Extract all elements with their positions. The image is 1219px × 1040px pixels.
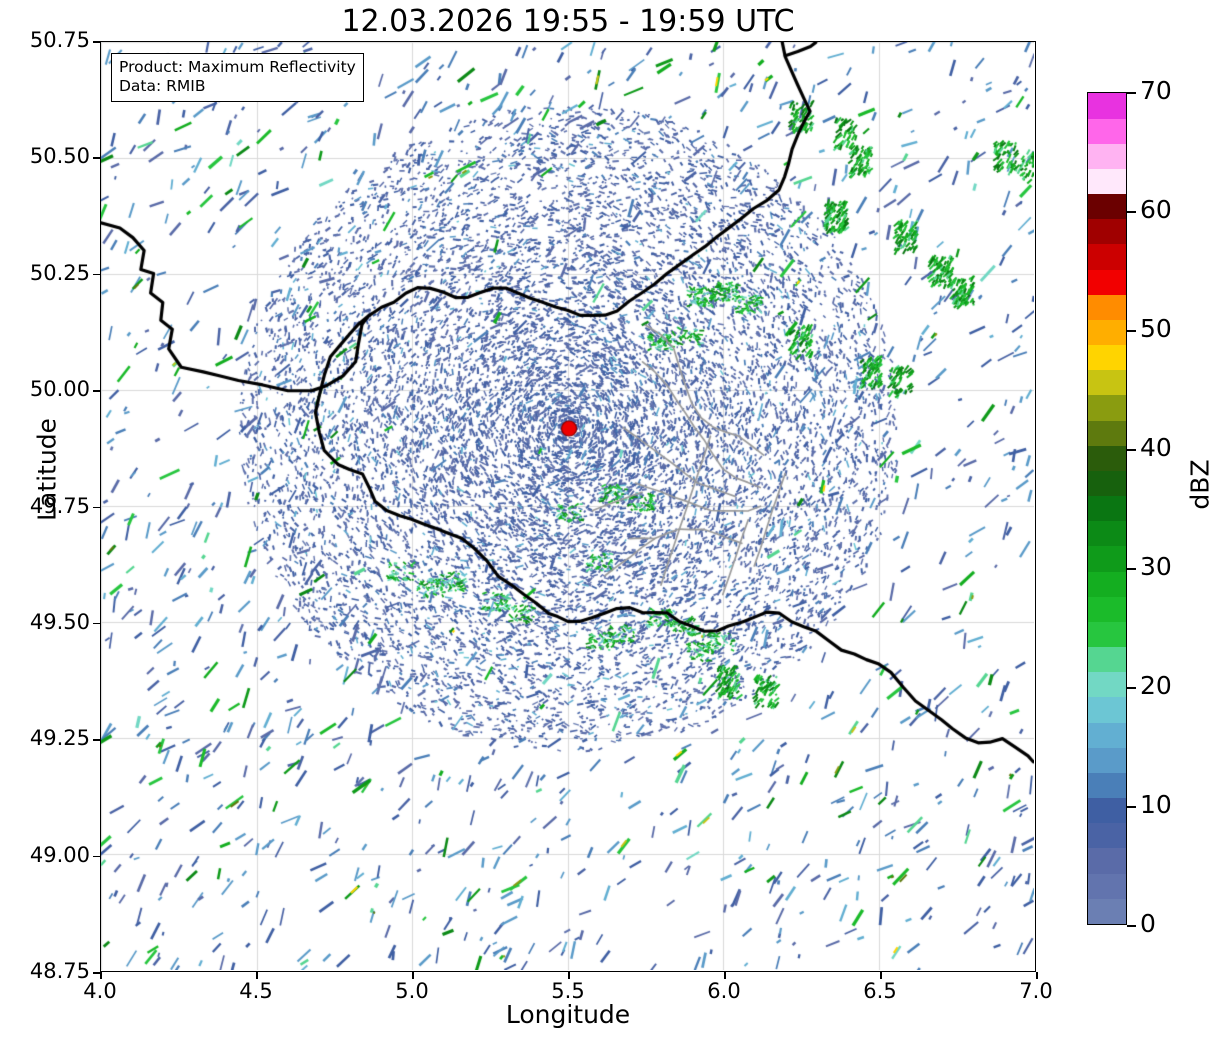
colorbar-band: [1088, 118, 1126, 144]
colorbar-band: [1088, 898, 1126, 924]
colorbar-tick-label: 0: [1140, 909, 1156, 938]
x-tick-label: 4.5: [239, 979, 273, 1003]
colorbar-tick-label: 20: [1140, 671, 1172, 700]
x-tick-label: 7.0: [1019, 979, 1053, 1003]
colorbar-tick-mark: [1127, 806, 1136, 808]
y-tick-mark: [93, 506, 100, 508]
y-tick-label: 50.50: [29, 144, 90, 169]
colorbar-tick-mark: [1127, 925, 1136, 927]
colorbar[interactable]: [1087, 92, 1127, 925]
colorbar-label: dBZ: [1185, 459, 1215, 510]
colorbar-band: [1088, 521, 1126, 547]
x-tick-label: 6.0: [707, 979, 741, 1003]
y-tick-mark: [93, 41, 100, 43]
x-axis-label: Longitude: [505, 1000, 631, 1029]
product-info-line-1: Product: Maximum Reflectivity: [119, 58, 356, 76]
colorbar-band: [1088, 395, 1126, 421]
y-tick-label: 49.75: [29, 493, 90, 518]
y-tick-label: 49.00: [29, 842, 90, 867]
colorbar-tick-mark: [1127, 568, 1136, 570]
colorbar-band: [1088, 319, 1126, 346]
y-tick-label: 50.25: [29, 260, 90, 285]
x-tick-label: 4.0: [83, 979, 117, 1003]
y-tick-label: 49.50: [29, 609, 90, 634]
product-info-line-2: Data: RMIB: [119, 77, 206, 95]
colorbar-band: [1088, 168, 1126, 195]
colorbar-tick-label: 60: [1140, 195, 1172, 224]
x-tick-label: 5.5: [551, 979, 585, 1003]
y-tick-mark: [93, 273, 100, 276]
figure-title: 12.03.2026 19:55 - 19:59 UTC: [341, 4, 795, 39]
colorbar-tick-label: 40: [1140, 433, 1172, 462]
colorbar-band: [1088, 722, 1126, 748]
colorbar-band: [1088, 772, 1126, 799]
colorbar-band: [1088, 93, 1126, 119]
product-info-box: Product: Maximum Reflectivity Data: RMIB: [111, 53, 364, 102]
colorbar-tick-mark: [1127, 92, 1136, 94]
y-tick-label: 50.75: [29, 28, 90, 52]
y-tick-label: 50.00: [29, 377, 90, 402]
x-tick-mark: [1036, 972, 1038, 979]
colorbar-band: [1088, 143, 1126, 169]
colorbar-band: [1088, 269, 1126, 295]
colorbar-tick-label: 10: [1140, 790, 1172, 819]
colorbar-band: [1088, 244, 1126, 270]
colorbar-band: [1088, 697, 1126, 723]
x-tick-mark: [412, 972, 414, 979]
x-tick-mark: [568, 972, 570, 979]
colorbar-band: [1088, 420, 1126, 446]
colorbar-band: [1088, 370, 1126, 396]
colorbar-band: [1088, 546, 1126, 572]
colorbar-tick-mark: [1127, 330, 1136, 332]
colorbar-tick-label: 70: [1140, 76, 1172, 105]
colorbar-band: [1088, 345, 1126, 371]
colorbar-band: [1088, 621, 1126, 648]
x-tick-label: 5.0: [395, 979, 429, 1003]
colorbar-band: [1088, 496, 1126, 522]
x-tick-mark: [100, 972, 102, 979]
colorbar-band: [1088, 873, 1126, 899]
colorbar-band: [1088, 571, 1126, 597]
y-tick-mark: [93, 855, 100, 858]
colorbar-band: [1088, 848, 1126, 874]
y-tick-mark: [93, 390, 100, 392]
colorbar-band: [1088, 747, 1126, 773]
y-tick-label: 49.25: [29, 726, 90, 751]
colorbar-tick-label: 30: [1140, 552, 1172, 581]
colorbar-tick-mark: [1127, 211, 1136, 213]
x-tick-mark: [880, 972, 882, 979]
colorbar-band: [1088, 823, 1126, 849]
x-tick-mark: [724, 972, 726, 979]
y-tick-mark: [93, 739, 100, 741]
x-tick-mark: [256, 972, 258, 979]
colorbar-band: [1088, 798, 1126, 824]
colorbar-band: [1088, 596, 1126, 622]
colorbar-tick-label: 50: [1140, 314, 1172, 343]
radar-map-canvas: [101, 42, 1034, 970]
colorbar-band: [1088, 647, 1126, 673]
colorbar-band: [1088, 445, 1126, 471]
colorbar-band: [1088, 194, 1126, 220]
colorbar-band: [1088, 219, 1126, 245]
x-tick-label: 6.5: [863, 979, 897, 1003]
colorbar-tick-mark: [1127, 687, 1136, 689]
map-plot-area[interactable]: [100, 41, 1036, 972]
y-tick-mark: [93, 972, 100, 974]
colorbar-tick-mark: [1127, 449, 1136, 451]
colorbar-band: [1088, 294, 1126, 320]
colorbar-band: [1088, 470, 1126, 497]
colorbar-band: [1088, 672, 1126, 698]
y-tick-label: 48.75: [29, 959, 90, 983]
y-tick-mark: [93, 157, 100, 159]
y-tick-mark: [93, 622, 100, 625]
